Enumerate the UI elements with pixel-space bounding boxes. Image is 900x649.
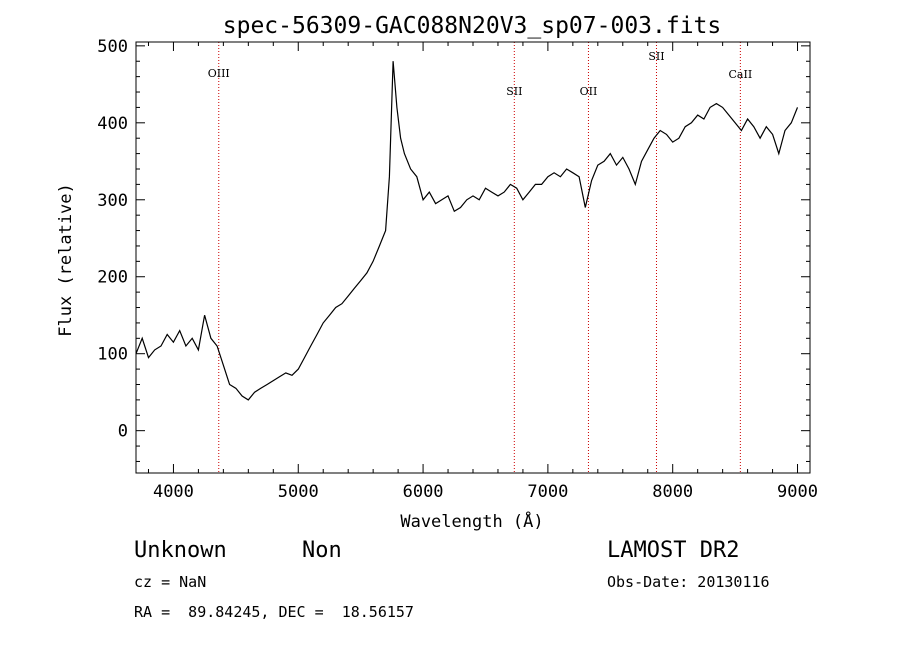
line-label: OII	[580, 85, 598, 98]
spectrum-series	[135, 61, 799, 401]
x-axis-label: Wavelength (Å)	[400, 510, 543, 532]
x-tick-label: 6000	[403, 482, 444, 502]
spectrum-line	[135, 61, 799, 401]
y-tick-label: 400	[97, 114, 128, 134]
y-tick-label: 200	[97, 268, 128, 288]
line-label: SII	[648, 50, 664, 63]
chart-title: spec-56309-GAC088N20V3_sp07-003.fits	[223, 13, 722, 39]
line-label: CaII	[729, 68, 753, 81]
y-axis-label: Flux (relative)	[56, 183, 76, 337]
y-axis: 0 100 200 300 400 500	[97, 37, 810, 462]
x-axis: 4000 5000 6000 7000 8000 9000	[147, 42, 818, 502]
obs-date: Obs-Date: 20130116	[607, 573, 770, 591]
x-tick-label: 4000	[153, 482, 194, 502]
y-tick-label: 0	[118, 422, 128, 442]
line-label: SII	[506, 85, 522, 98]
line-label: OIII	[208, 67, 230, 80]
x-tick-label: 9000	[777, 482, 818, 502]
plot-frame	[135, 41, 811, 474]
y-tick-label: 300	[97, 191, 128, 211]
object-subclass: Non	[302, 538, 342, 563]
y-tick-label: 100	[97, 345, 128, 365]
x-tick-label: 8000	[652, 482, 693, 502]
coordinates: RA = 89.84245, DEC = 18.56157	[134, 603, 414, 621]
x-tick-label: 5000	[278, 482, 319, 502]
survey-name: LAMOST DR2	[607, 538, 740, 563]
y-tick-label: 500	[97, 37, 128, 57]
redshift-value: cz = NaN	[134, 573, 207, 591]
line-markers: OIII SII OII SII CaII	[208, 42, 752, 473]
object-class: Unknown	[134, 538, 227, 563]
x-tick-label: 7000	[527, 482, 568, 502]
